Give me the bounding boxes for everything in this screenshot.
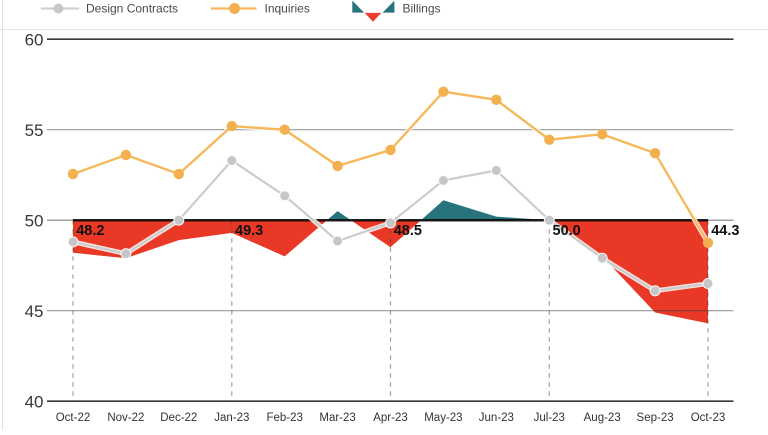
svg-text:May-23: May-23 — [424, 412, 462, 424]
svg-text:Sep-23: Sep-23 — [637, 412, 674, 424]
svg-text:48.5: 48.5 — [394, 223, 422, 239]
svg-text:Dec-22: Dec-22 — [160, 412, 197, 424]
svg-text:40: 40 — [25, 392, 44, 411]
svg-text:Nov-22: Nov-22 — [107, 412, 144, 424]
svg-text:Jun-23: Jun-23 — [479, 412, 514, 424]
svg-text:48.2: 48.2 — [76, 223, 104, 239]
svg-text:45: 45 — [25, 302, 44, 321]
svg-text:Inquiries: Inquiries — [265, 2, 310, 16]
svg-text:Billings: Billings — [403, 2, 441, 16]
svg-text:Jan-23: Jan-23 — [214, 412, 249, 424]
svg-text:Aug-23: Aug-23 — [584, 412, 621, 424]
svg-text:Jul-23: Jul-23 — [534, 412, 565, 424]
svg-text:49.3: 49.3 — [235, 223, 263, 239]
svg-text:Oct-22: Oct-22 — [56, 412, 91, 424]
svg-text:Design Contracts: Design Contracts — [86, 2, 178, 16]
svg-text:60: 60 — [25, 30, 44, 49]
svg-text:Apr-23: Apr-23 — [373, 412, 408, 424]
svg-text:50.0: 50.0 — [553, 223, 581, 239]
svg-text:Mar-23: Mar-23 — [319, 412, 355, 424]
svg-text:55: 55 — [25, 121, 44, 140]
svg-text:50: 50 — [25, 211, 44, 230]
svg-text:Oct-23: Oct-23 — [691, 412, 726, 424]
svg-text:44.3: 44.3 — [711, 223, 739, 239]
svg-text:Feb-23: Feb-23 — [266, 412, 302, 424]
